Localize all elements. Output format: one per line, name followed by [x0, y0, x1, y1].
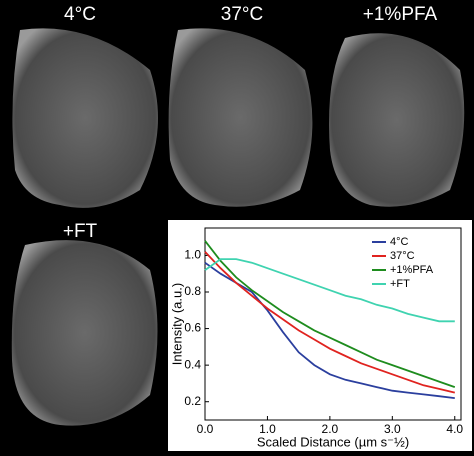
legend-label: +FT: [390, 278, 410, 290]
x-tick-label: 2.0: [322, 422, 339, 436]
x-tick-label: 0.0: [197, 422, 214, 436]
legend-label: +1%PFA: [390, 264, 434, 276]
y-tick-label: 0.8: [184, 284, 201, 298]
panel-label: +1%PFA: [363, 4, 438, 25]
brain-image: [11, 240, 158, 426]
x-tick-label: 4.0: [446, 422, 463, 436]
y-axis-label: Intensity (a.u.): [169, 283, 184, 365]
series-line: [204, 261, 455, 399]
brain-image: [329, 33, 465, 207]
panel-label: +FT: [63, 221, 98, 242]
legend-label: 4°C: [390, 236, 409, 248]
panel-label: 37°C: [221, 4, 263, 25]
series-line: [204, 251, 456, 394]
chart-panel: [168, 220, 472, 451]
legend-label: 37°C: [390, 250, 415, 262]
x-axis-label: Scaled Distance (µm s⁻½): [257, 434, 409, 449]
brain-image: [168, 28, 313, 207]
chart: 0.2 0.4 0.6 0.8 1.0 0.0 1.0 2.0 3.0 4.0 Scaled Dis…: [169, 227, 463, 449]
plot-frame: [204, 227, 462, 421]
panel-label: 4°C: [64, 4, 96, 25]
y-tick-label: 1.0: [184, 248, 201, 262]
series-line: [204, 240, 456, 388]
series-line: [204, 258, 455, 323]
x-tick-label: 1.0: [259, 422, 276, 436]
y-tick-label: 0.2: [184, 394, 201, 408]
x-tick-label: 3.0: [384, 422, 401, 436]
y-tick-label: 0.6: [184, 321, 201, 335]
y-tick-label: 0.4: [184, 357, 201, 371]
brain-image: [12, 28, 159, 208]
